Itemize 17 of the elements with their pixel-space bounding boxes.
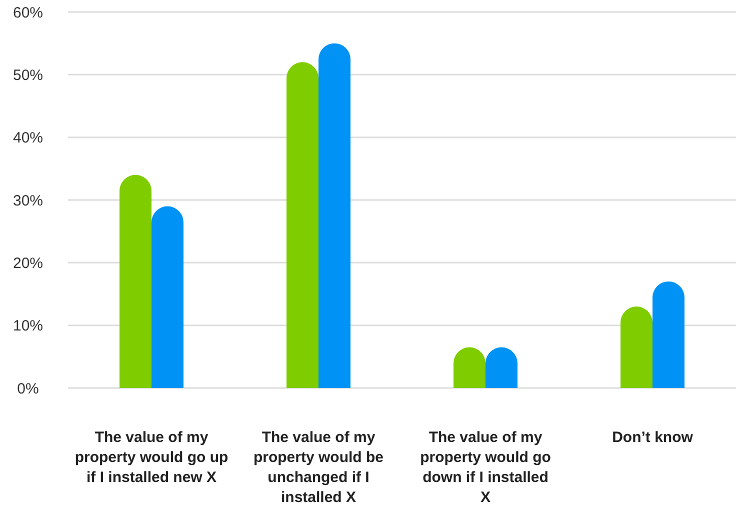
y-tick-label: 50% bbox=[12, 66, 44, 84]
y-tick-label: 0% bbox=[17, 380, 39, 398]
x-tick-label: The value of my property would go down if I installed X bbox=[420, 429, 551, 506]
y-tick-label: 20% bbox=[12, 254, 44, 272]
bar bbox=[286, 62, 318, 388]
y-tick-label: 30% bbox=[12, 192, 44, 210]
y-tick-label: 40% bbox=[12, 130, 44, 147]
y-tick-label: 60% bbox=[12, 4, 44, 22]
bar bbox=[152, 206, 184, 388]
bar bbox=[318, 43, 350, 388]
bar bbox=[120, 174, 152, 388]
x-tick-label: The value of my property would be unchanged if I installed X bbox=[253, 429, 384, 506]
y-tick-label: 10% bbox=[12, 318, 44, 335]
x-tick-label: The value of my property would go up if I installed new X bbox=[74, 429, 228, 486]
x-tick-label: Don’t know bbox=[612, 429, 694, 446]
bar bbox=[652, 282, 684, 388]
bar bbox=[620, 306, 652, 388]
